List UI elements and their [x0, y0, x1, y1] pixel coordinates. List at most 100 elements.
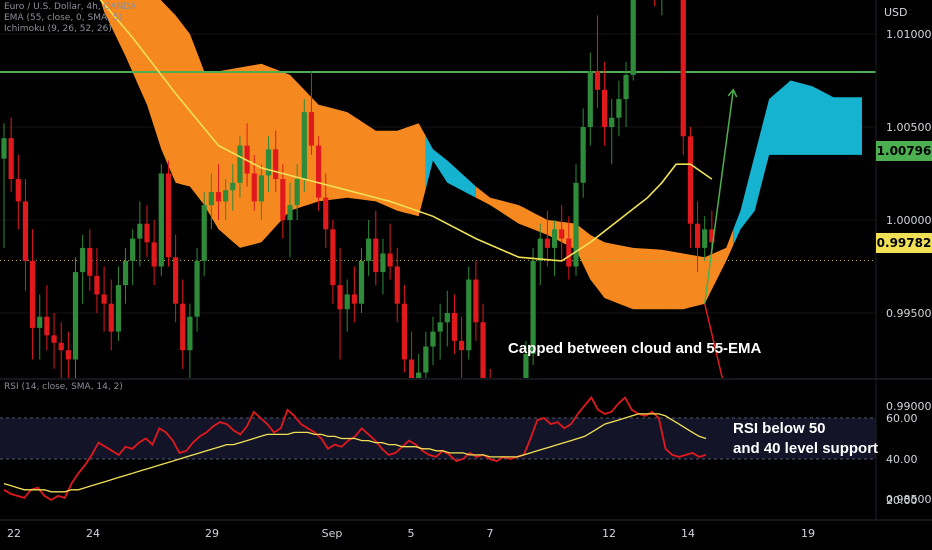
- candle-body: [8, 138, 14, 180]
- candle-body: [430, 331, 436, 347]
- candle: [473, 260, 479, 341]
- candle: [480, 303, 486, 378]
- symbol-label: Euro / U.S. Dollar, 4h, OANDA: [4, 2, 137, 12]
- candle-body: [301, 112, 307, 180]
- time-tick-label: 12: [602, 527, 616, 540]
- candle-body: [401, 303, 407, 360]
- candle-body: [122, 260, 129, 286]
- candle: [387, 223, 393, 280]
- bullish-projection-arrow: [703, 89, 735, 304]
- candle-body: [587, 71, 593, 127]
- candle: [559, 205, 565, 261]
- candle: [616, 80, 622, 137]
- candle-body: [580, 127, 586, 183]
- candle: [280, 164, 286, 239]
- candle-body: [72, 272, 79, 360]
- candle: [237, 136, 243, 198]
- candle: [230, 164, 236, 211]
- price-tick-label: 0.99500: [886, 307, 932, 320]
- bearish-projection-arrow: [703, 303, 724, 378]
- candle-body: [530, 260, 536, 354]
- rsi-annotation-line1: RSI below 50: [733, 420, 826, 437]
- candle-body: [488, 384, 493, 416]
- candle: [201, 192, 207, 276]
- candle-body: [223, 190, 229, 202]
- candle-body: [330, 229, 336, 286]
- ema-legend: EMA (55, close, 0, SMA, 5): [4, 13, 123, 23]
- candle: [72, 257, 79, 378]
- candle-body: [551, 229, 558, 248]
- candle-body: [358, 260, 365, 304]
- candle-body: [101, 294, 107, 304]
- candle-body: [22, 201, 29, 261]
- candle-body: [80, 247, 86, 273]
- candle-body: [566, 238, 572, 267]
- price-tick-label: 0.99000: [886, 400, 932, 413]
- candle: [537, 223, 543, 286]
- rsi-tick-label: 20.00: [886, 494, 918, 507]
- time-tick-label: Sep: [322, 527, 343, 540]
- candle: [301, 99, 307, 193]
- candle-body: [37, 316, 43, 328]
- candle: [702, 216, 708, 261]
- ichimoku-cloud-bullish: [425, 136, 476, 198]
- ichimoku-cloud-bullish: [733, 80, 862, 246]
- ema-55-line: [99, 0, 713, 262]
- current-price-tag: 0.99782: [876, 233, 932, 253]
- candle-body: [602, 89, 608, 127]
- candle: [65, 331, 71, 378]
- rsi-annotation-line2: and 40 level support: [733, 440, 879, 457]
- candle-body: [480, 322, 486, 378]
- candle: [380, 238, 386, 295]
- candle: [687, 127, 693, 248]
- candle-body: [559, 229, 565, 239]
- candle: [551, 220, 558, 276]
- candle: [530, 247, 536, 366]
- candle: [137, 201, 143, 267]
- time-tick-label: 22: [7, 527, 21, 540]
- time-tick-label: 19: [801, 527, 815, 540]
- price-tick-label: 1.01000: [886, 28, 932, 41]
- candle-body: [308, 112, 315, 146]
- candle: [330, 220, 336, 304]
- candle: [194, 247, 200, 332]
- candle-body: [366, 238, 372, 261]
- candle: [80, 234, 86, 304]
- candle: [459, 316, 465, 378]
- candle-body: [451, 313, 458, 341]
- candle: [609, 99, 615, 165]
- candle: [151, 220, 157, 286]
- candle: [437, 303, 443, 360]
- candle-body: [165, 173, 172, 258]
- candle-body: [251, 173, 257, 202]
- candle-body: [537, 238, 543, 261]
- candle: [30, 229, 36, 360]
- candle: [108, 279, 114, 351]
- candle-body: [215, 192, 222, 202]
- rsi-pane: [0, 395, 876, 502]
- candle-body: [323, 197, 329, 230]
- candle: [51, 313, 57, 369]
- candle-body: [30, 260, 36, 328]
- candle: [654, 0, 656, 7]
- candle: [430, 316, 436, 366]
- time-tick-label: 5: [408, 527, 415, 540]
- candle-body: [573, 182, 579, 267]
- candle-body: [680, 0, 686, 137]
- candle-body: [408, 359, 415, 378]
- candle-body: [58, 342, 64, 351]
- candle-body: [180, 303, 186, 351]
- candle: [416, 353, 422, 378]
- candle: [58, 322, 64, 378]
- resistance-price-tag: 1.00796: [876, 141, 932, 161]
- candle: [630, 0, 636, 81]
- candle: [401, 285, 407, 373]
- candle: [122, 247, 129, 304]
- candle-body: [208, 192, 214, 206]
- candle-body: [108, 303, 114, 332]
- price-pane: [0, 0, 876, 416]
- candle: [115, 266, 121, 341]
- candle-body: [94, 275, 100, 295]
